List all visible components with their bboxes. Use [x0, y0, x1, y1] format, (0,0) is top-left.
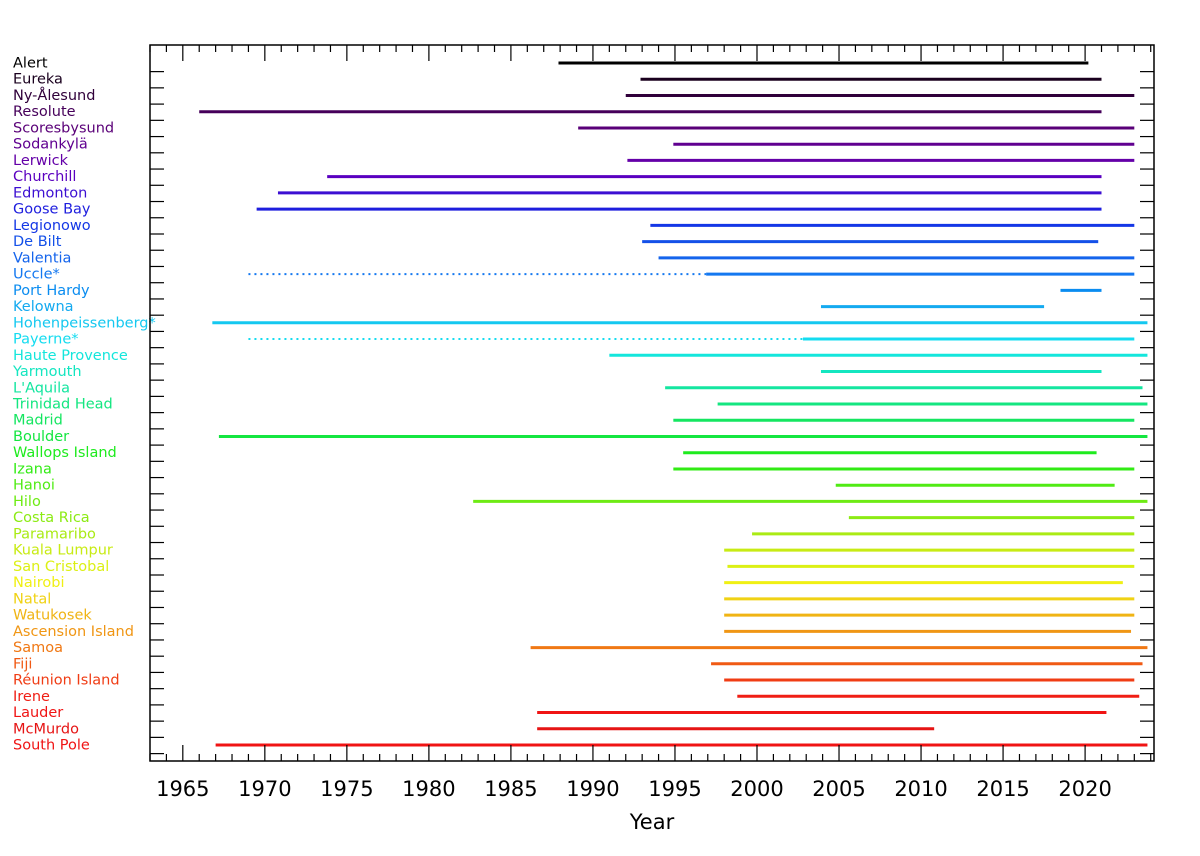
station-label-resolute: Resolute: [13, 104, 76, 120]
station-label-payerne: Payerne*: [13, 332, 79, 348]
station-label-de-bilt: De Bilt: [13, 234, 62, 250]
x-tick-label-1965: 1965: [156, 777, 209, 801]
station-label-boulder: Boulder: [13, 429, 69, 445]
station-label-samoa: Samoa: [13, 640, 63, 656]
station-label-r-union-island: Réunion Island: [13, 673, 120, 689]
x-tick-label-1975: 1975: [320, 777, 373, 801]
station-label-san-cristobal: San Cristobal: [13, 559, 109, 575]
station-label-fiji: Fiji: [13, 656, 32, 672]
station-label-sodankyl: Sodankylä: [13, 137, 88, 153]
x-tick-label-2005: 2005: [812, 777, 865, 801]
station-label-madrid: Madrid: [13, 413, 63, 429]
station-label-hilo: Hilo: [13, 494, 41, 510]
station-label-ascension-island: Ascension Island: [13, 624, 134, 640]
station-labels: AlertEurekaNy-ÅlesundResoluteScoresbysun…: [12, 56, 156, 754]
station-label-eureka: Eureka: [13, 72, 63, 88]
station-label-hohenpeissenberg: Hohenpeissenberg*: [13, 315, 156, 331]
station-bars: [199, 61, 1148, 747]
x-tick-label-1980: 1980: [402, 777, 455, 801]
station-label-izana: Izana: [13, 461, 52, 477]
station-label-irene: Irene: [13, 689, 50, 705]
station-label-paramaribo: Paramaribo: [13, 526, 96, 542]
station-label-costa-rica: Costa Rica: [13, 510, 90, 526]
plot-frame: [149, 44, 1155, 762]
x-tick-label-1990: 1990: [566, 777, 619, 801]
station-label-goose-bay: Goose Bay: [13, 202, 91, 218]
station-label-scoresbysund: Scoresbysund: [13, 120, 114, 136]
x-tick-labels: 1965 1970 1975 1980 1985 1990 1995 2000 2005 2010…: [156, 777, 1112, 801]
station-label-haute-provence: Haute Provence: [13, 348, 128, 364]
station-label-churchill: Churchill: [13, 169, 76, 185]
station-label-lerwick: Lerwick: [13, 153, 69, 169]
station-label-south-pole: South Pole: [13, 738, 90, 754]
station-label-yarmouth: Yarmouth: [12, 364, 82, 380]
x-tick-label-2010: 2010: [894, 777, 947, 801]
x-tick-label-1995: 1995: [648, 777, 701, 801]
station-label-mcmurdo: McMurdo: [13, 721, 79, 737]
x-tick-label-2015: 2015: [976, 777, 1029, 801]
station-label-port-hardy: Port Hardy: [13, 283, 90, 299]
x-axis-title: Year: [629, 810, 675, 834]
station-label-trinidad-head: Trinidad Head: [12, 397, 113, 413]
x-tick-label-1985: 1985: [484, 777, 537, 801]
x-tick-label-2000: 2000: [730, 777, 783, 801]
station-label-nairobi: Nairobi: [13, 575, 65, 591]
station-label-watukosek: Watukosek: [13, 608, 92, 624]
station-label-edmonton: Edmonton: [13, 185, 87, 201]
station-label-legionowo: Legionowo: [13, 218, 91, 234]
station-label-hanoi: Hanoi: [13, 478, 55, 494]
station-label-uccle: Uccle*: [13, 267, 60, 283]
station-label-natal: Natal: [13, 591, 51, 607]
axis-ticks: [149, 45, 1154, 761]
station-label-kelowna: Kelowna: [13, 299, 74, 315]
station-label-ny-lesund: Ny-Ålesund: [13, 87, 95, 104]
station-label-l-aquila: L'Aquila: [13, 380, 70, 396]
station-label-lauder: Lauder: [13, 705, 63, 721]
station-label-kuala-lumpur: Kuala Lumpur: [13, 543, 113, 559]
station-label-alert: Alert: [13, 56, 48, 72]
station-label-valentia: Valentia: [13, 250, 71, 266]
x-tick-label-1970: 1970: [238, 777, 291, 801]
station-label-wallops-island: Wallops Island: [13, 445, 117, 461]
x-tick-label-2020: 2020: [1058, 777, 1111, 801]
